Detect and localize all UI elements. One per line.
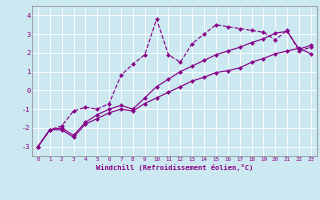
X-axis label: Windchill (Refroidissement éolien,°C): Windchill (Refroidissement éolien,°C) [96,164,253,171]
